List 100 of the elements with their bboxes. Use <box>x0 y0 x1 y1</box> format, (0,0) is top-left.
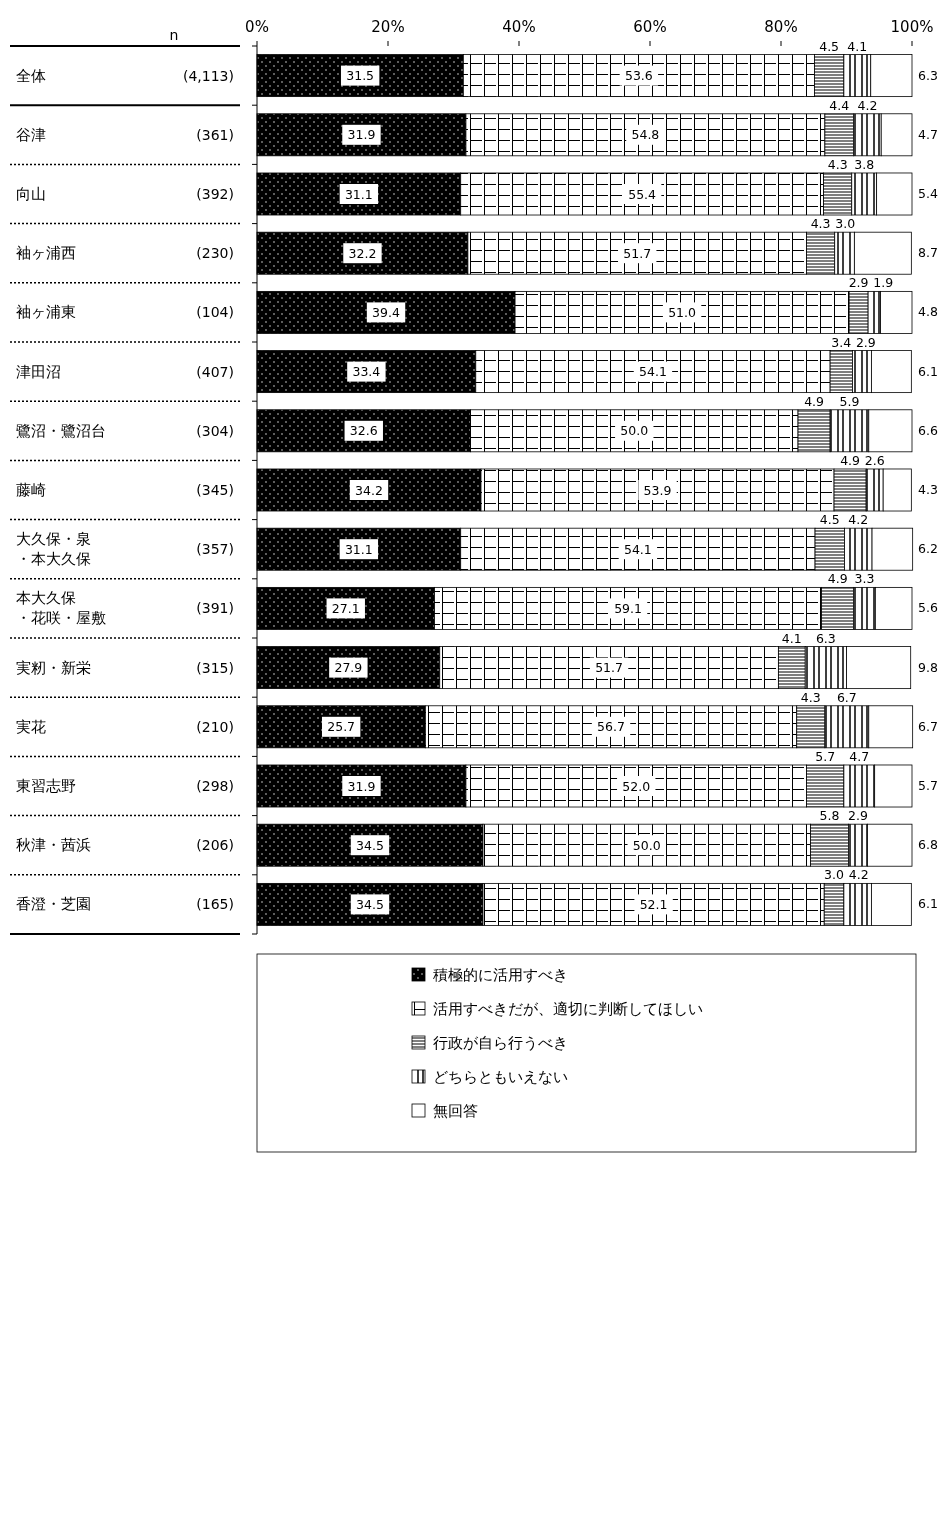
legend-label: 無回答 <box>433 1102 478 1120</box>
data-label: 4.9 <box>840 452 861 468</box>
data-label: 4.5 <box>819 512 840 528</box>
x-tick-label: 80% <box>764 18 798 36</box>
category-label: 谷津 (361) <box>16 125 234 144</box>
data-label: 4.9 <box>804 393 825 409</box>
data-label: 59.1 <box>614 600 642 616</box>
data-label: 2.9 <box>855 334 876 350</box>
data-label: 25.7 <box>327 719 356 735</box>
data-label: 31.1 <box>344 186 373 202</box>
data-label: 4.3 <box>918 482 938 497</box>
data-label: 5.7 <box>918 778 938 793</box>
category-label: 鷺沼・鷺沼台 (304) <box>16 421 234 440</box>
data-label: 8.7 <box>918 245 938 261</box>
data-label: 4.1 <box>847 38 868 54</box>
data-label: 4.4 <box>829 97 850 113</box>
data-label: 33.4 <box>352 364 381 380</box>
data-label: 6.1 <box>918 896 938 912</box>
data-label: 6.3 <box>918 67 938 83</box>
data-label: 5.9 <box>839 393 860 409</box>
data-label: 31.9 <box>347 778 376 794</box>
data-label: 34.5 <box>356 896 384 912</box>
data-label: 27.9 <box>334 660 363 676</box>
category-label: 全体 (4,113) <box>16 66 234 85</box>
legend-label: 活用すべきだが、適切に判断してほしい <box>433 1000 703 1018</box>
data-label: 3.3 <box>854 571 875 587</box>
data-label: 3.4 <box>831 334 852 350</box>
x-tick-label: 40% <box>502 18 536 36</box>
data-label: 53.6 <box>624 68 653 84</box>
data-label: 6.7 <box>918 718 938 734</box>
data-label: 4.5 <box>819 38 840 54</box>
data-label: 4.3 <box>827 156 848 172</box>
data-label: 50.0 <box>632 837 661 853</box>
data-label: 54.1 <box>623 541 652 557</box>
data-label: 52.0 <box>622 778 651 794</box>
data-label: 51.7 <box>595 660 623 676</box>
data-label: 4.7 <box>849 748 870 764</box>
text: n <box>169 27 179 43</box>
data-label: 34.2 <box>355 482 383 498</box>
category-label: 本大久保・花咲・屋敷 (391) <box>16 589 234 628</box>
data-label: 53.9 <box>643 482 672 498</box>
legend-label: どちらともいえない <box>433 1068 568 1086</box>
data-label: 55.4 <box>628 186 657 202</box>
data-label: 4.3 <box>810 216 831 232</box>
data-label: 4.7 <box>918 126 938 142</box>
data-label: 56.7 <box>597 719 625 735</box>
data-label: 31.9 <box>347 127 376 143</box>
data-label: 32.6 <box>349 423 378 439</box>
category-label: 大久保・泉・本大久保 (357) <box>16 530 234 569</box>
data-label: 6.7 <box>836 689 857 705</box>
x-tick-label: 60% <box>633 18 667 36</box>
category-label: 香澄・芝園 (165) <box>16 895 234 914</box>
legend-label: 積極的に活用すべき <box>433 966 568 984</box>
data-label: 3.0 <box>835 216 856 232</box>
data-label: 32.2 <box>348 245 377 261</box>
data-label: 31.1 <box>344 541 373 557</box>
category-label: 藤崎 (345) <box>16 481 234 499</box>
data-label: 54.1 <box>639 364 667 380</box>
category-label: 実花 (210) <box>16 717 234 736</box>
category-label: 向山 (392) <box>16 185 234 203</box>
data-label: 4.8 <box>918 304 938 320</box>
data-label: 51.7 <box>623 245 652 261</box>
category-label: 東習志野 (298) <box>16 777 234 795</box>
data-label: 5.8 <box>819 808 840 824</box>
data-label: 54.8 <box>631 127 660 143</box>
data-label: 6.8 <box>918 837 938 853</box>
data-label: 3.0 <box>824 867 845 883</box>
category-label: 袖ヶ浦西 (230) <box>16 244 234 263</box>
data-label: 50.0 <box>620 423 649 439</box>
data-label: 6.2 <box>918 541 938 557</box>
data-label: 34.5 <box>356 837 384 853</box>
data-label: 4.2 <box>848 867 869 883</box>
data-label: 6.3 <box>815 630 836 646</box>
legend-label: 行政が自ら行うべき <box>433 1034 568 1052</box>
data-label: 9.8 <box>918 659 938 675</box>
data-label: 5.7 <box>815 748 836 764</box>
data-label: 4.2 <box>857 97 878 113</box>
data-label: 27.1 <box>331 600 360 616</box>
data-label: 2.9 <box>848 275 869 291</box>
data-label: 5.4 <box>918 186 938 201</box>
category-label: 袖ヶ浦東 (104) <box>16 303 234 322</box>
x-tick-label: 100% <box>890 18 934 36</box>
data-label: 4.2 <box>848 512 869 528</box>
data-label: 5.6 <box>918 600 938 616</box>
data-label: 52.1 <box>639 896 668 912</box>
data-label: 39.4 <box>372 304 400 320</box>
data-label: 3.8 <box>854 156 875 172</box>
x-tick-label: 0% <box>245 18 269 36</box>
data-label: 51.0 <box>668 304 697 320</box>
data-label: 31.5 <box>346 68 375 84</box>
x-tick-label: 20% <box>371 18 405 36</box>
category-label: 実籾・新栄 (315) <box>16 658 234 677</box>
data-label: 4.3 <box>800 689 821 705</box>
data-label: 2.6 <box>864 452 885 468</box>
data-label: 4.9 <box>827 571 848 587</box>
data-label: 1.9 <box>873 275 894 291</box>
category-label: 津田沼 (407) <box>16 362 234 381</box>
data-label: 4.1 <box>781 630 802 646</box>
data-label: 6.1 <box>918 363 938 379</box>
data-label: 6.6 <box>918 422 938 438</box>
